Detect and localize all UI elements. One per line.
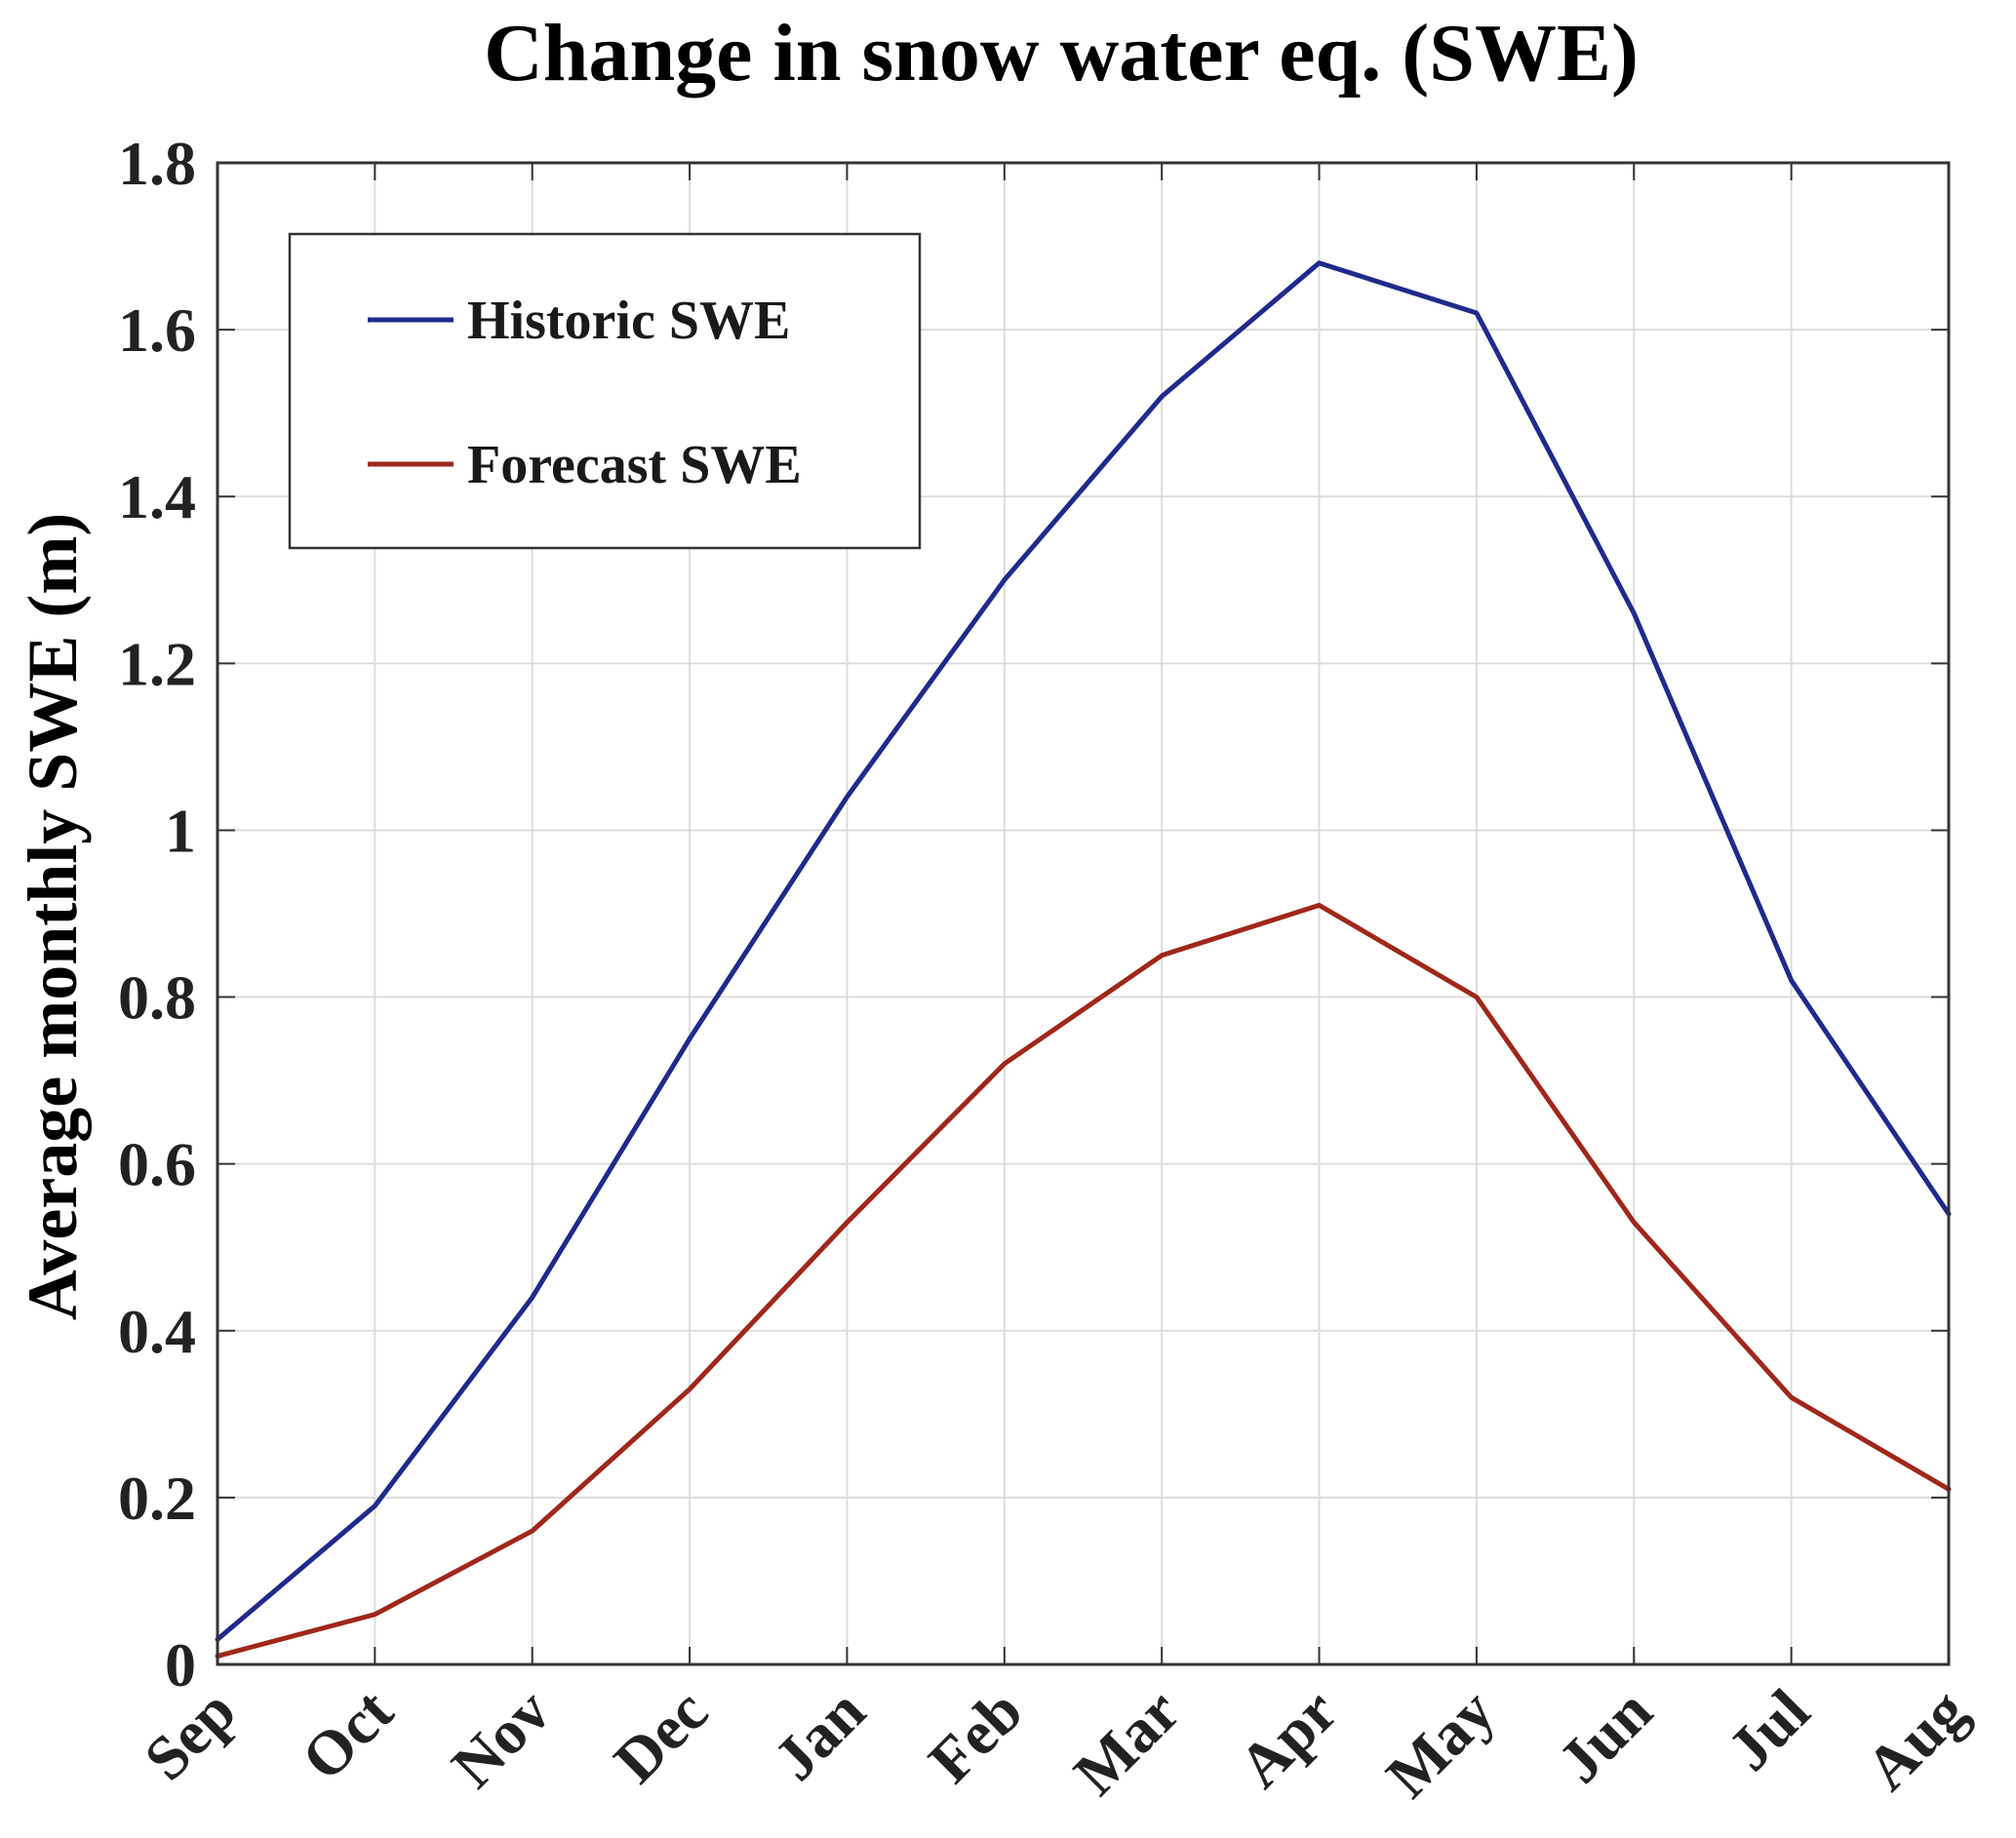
y-tick-label: 1.6 [118,295,196,365]
x-tick-label-jul: Jul [1715,1676,1823,1784]
legend-label-historic-swe: Historic SWE [467,291,790,351]
series-lines [215,260,1952,1659]
y-tick-label: 0.8 [118,963,196,1033]
x-tick-label-nov: Nov [438,1676,563,1801]
x-tick-label-dec: Dec [601,1676,721,1796]
y-tick-label: 0.2 [118,1464,196,1533]
y-tick-label: 1.8 [118,129,196,198]
y-tick-label: 1.4 [118,462,196,531]
x-tick-label-feb: Feb [916,1676,1036,1796]
plot-area-frame [216,161,1951,1666]
y-axis-label: Average monthly SWE (m) [14,513,92,1321]
x-tick-label-aug: Aug [1852,1676,1980,1804]
y-tick-labels: 0 0.2 0.4 0.6 0.8 1 1.2 1.4 1.6 1.8 [118,129,196,1700]
legend-box [288,232,922,550]
legend: Historic SWE Forecast SWE [288,232,922,550]
chart-title: Change in snow water eq. (SWE) [484,8,1639,98]
x-tick-label-sep: Sep [131,1676,249,1794]
x-tick-label-jun: Jun [1545,1676,1665,1796]
y-tick-label: 0 [165,1630,196,1700]
y-tick-label: 0.6 [118,1130,196,1199]
series-line-historic-swe [215,260,1952,1642]
x-tick-label-mar: Mar [1060,1676,1193,1809]
x-tick-labels: Sep Oct Nov Dec Jan Feb Mar Apr May Jun Jul Aug [131,1675,1980,1811]
series-line-forecast-swe [215,902,1952,1659]
y-tick-label: 1 [165,796,196,865]
y-tick-label: 0.4 [118,1297,196,1366]
x-tick-label-may: May [1373,1676,1508,1811]
y-tick-label: 1.2 [118,629,196,698]
legend-label-forecast-swe: Forecast SWE [467,435,802,495]
x-tick-label-oct: Oct [289,1675,407,1793]
x-tick-label-jan: Jan [761,1676,879,1794]
x-tick-label-apr: Apr [1225,1676,1350,1801]
legend-items: Historic SWE Forecast SWE [368,291,802,495]
